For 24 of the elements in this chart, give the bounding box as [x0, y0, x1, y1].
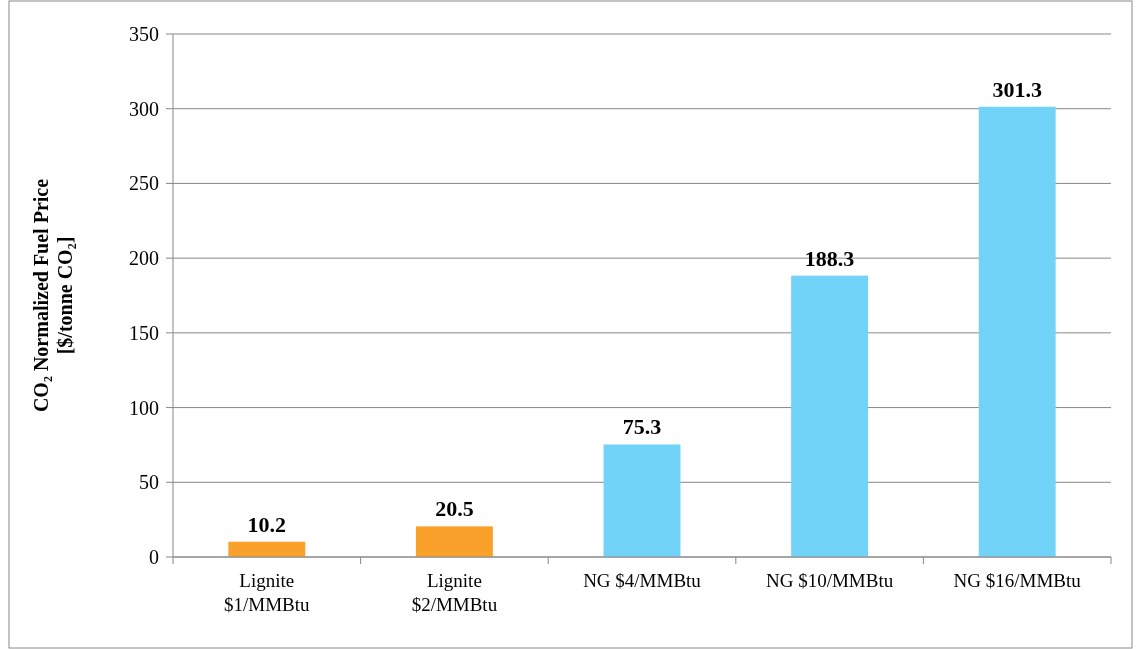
- bar: [791, 275, 869, 557]
- bar: [603, 444, 681, 557]
- y-axis-title: CO₂ Normalized Fuel Price [$/tonne CO₂]: [30, 178, 76, 413]
- data-label: 301.3: [992, 76, 1042, 102]
- data-label: 20.5: [435, 496, 474, 522]
- y-tick-label: 300: [129, 97, 159, 120]
- data-label: 10.2: [247, 511, 287, 537]
- x-tick-label: Lignite $2/MMBtu: [411, 570, 498, 615]
- y-tick-label: 50: [139, 471, 159, 494]
- y-tick-label: 200: [129, 247, 159, 270]
- x-tick-label: NG $16/MMBtu: [953, 570, 1082, 591]
- y-tick-label: 250: [129, 172, 159, 195]
- bar: [228, 541, 306, 557]
- y-tick-label: 350: [129, 23, 159, 45]
- x-tick-label: NG $4/MMBtu: [583, 570, 702, 591]
- data-label: 75.3: [622, 414, 662, 440]
- bar: [978, 106, 1056, 557]
- y-tick-label: 100: [129, 396, 159, 419]
- y-tick-label: 150: [129, 321, 159, 344]
- data-label: 188.3: [804, 245, 855, 271]
- x-tick-label: Lignite $1/MMBtu: [224, 570, 311, 615]
- y-tick-label: 0: [149, 546, 159, 568]
- x-tick-label: NG $10/MMBtu: [765, 570, 894, 591]
- bar: [415, 526, 493, 557]
